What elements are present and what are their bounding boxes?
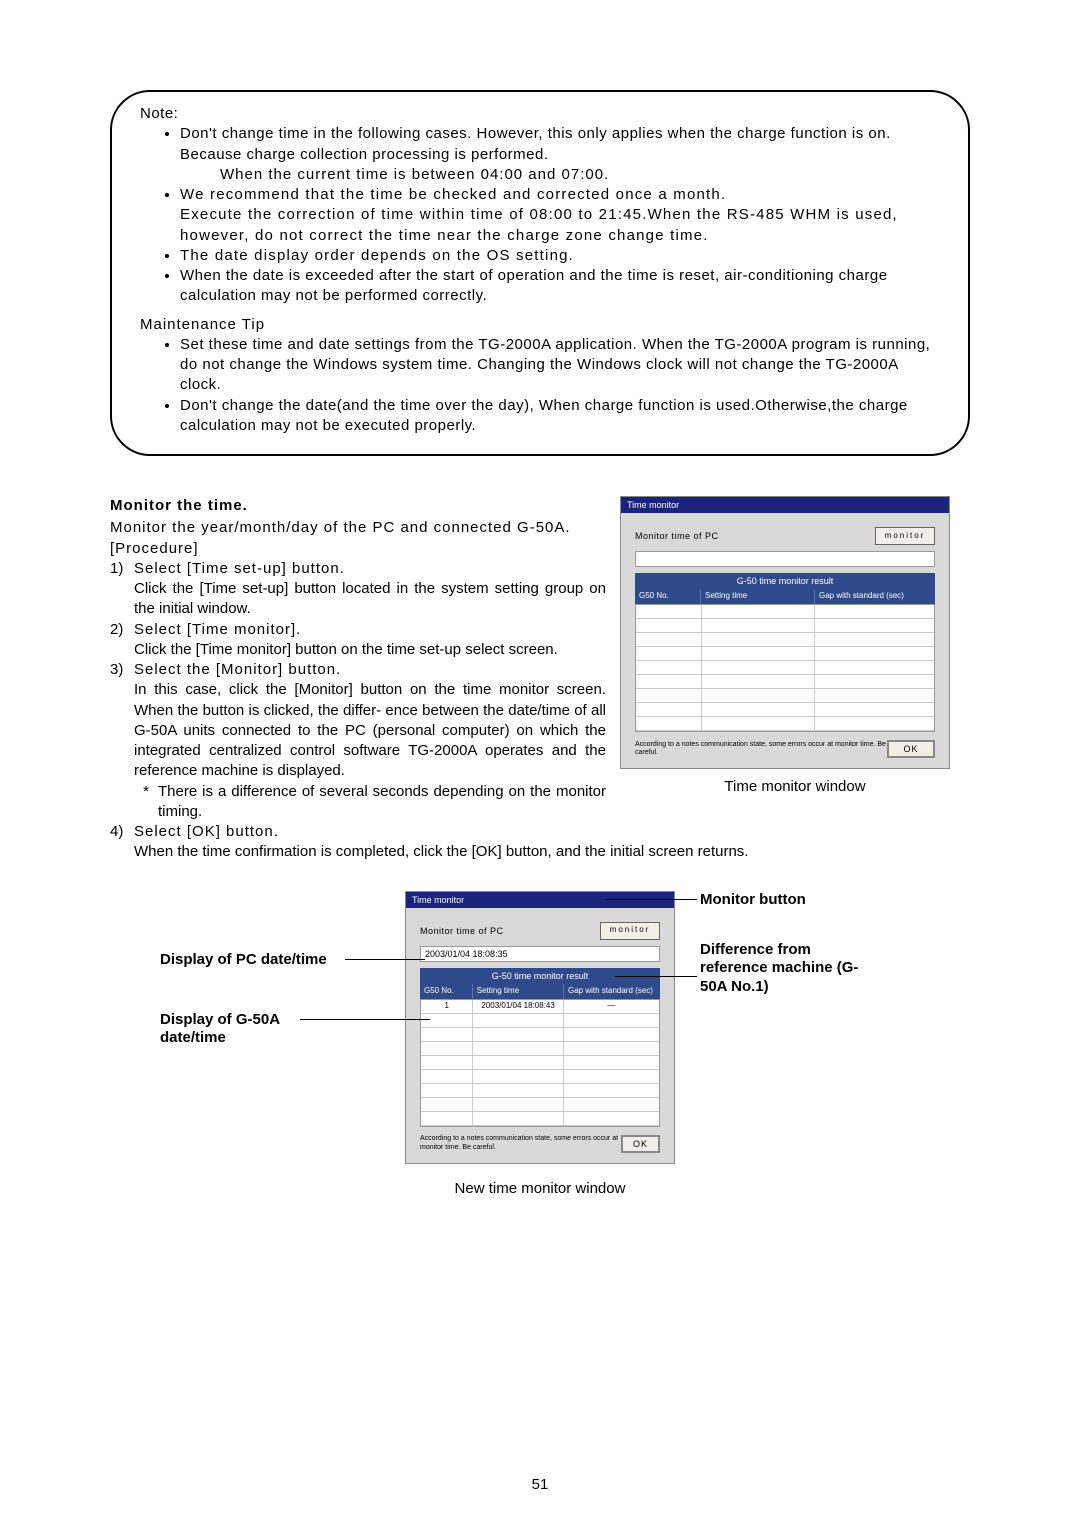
- table-row: [421, 1070, 659, 1084]
- step-3-note: * There is a difference of several secon…: [110, 782, 606, 823]
- note-bullet: Don't change time in the following cases…: [180, 124, 940, 165]
- time-monitor-window-2: Time monitor Monitor time of PC monitor …: [405, 891, 675, 1164]
- table-body: 1 2003/01/04 18:08:43 —: [420, 999, 660, 1127]
- annotation-g50-datetime: Display of G-50A date/time: [160, 1011, 320, 1049]
- tip-bullet: Don't change the date(and the time over …: [180, 396, 940, 437]
- ok-button[interactable]: OK: [887, 740, 935, 758]
- tip-bullet: Set these time and date settings from th…: [180, 335, 940, 396]
- tip-list: Set these time and date settings from th…: [140, 335, 940, 436]
- leader-line: [615, 976, 697, 977]
- window-title: Time monitor: [621, 497, 949, 513]
- note-sub-line: When the current time is between 04:00 a…: [140, 165, 940, 185]
- table-row: 1 2003/01/04 18:08:43 —: [421, 1000, 659, 1014]
- leader-line: [300, 1019, 430, 1020]
- annotation-monitor-button: Monitor button: [700, 891, 806, 910]
- table-row: [636, 703, 934, 717]
- annotated-figure: Time monitor Monitor time of PC monitor …: [160, 891, 920, 1241]
- table-row: [421, 1028, 659, 1042]
- step-2: 2) Select [Time monitor]. Click the [Tim…: [110, 620, 606, 661]
- panel-header: G-50 time monitor result: [635, 573, 935, 589]
- leader-line: [345, 959, 425, 960]
- figure-caption: New time monitor window: [405, 1179, 675, 1199]
- table-row: [636, 717, 934, 731]
- table-row: [421, 1042, 659, 1056]
- table-row: [636, 661, 934, 675]
- table-row: [636, 647, 934, 661]
- section-heading: Monitor the time.: [110, 496, 606, 516]
- note-bullet: We recommend that the time be checked an…: [180, 185, 940, 246]
- page-number: 51: [0, 1475, 1080, 1495]
- monitor-button[interactable]: monitor: [600, 922, 660, 940]
- pc-time-value: 2003/01/04 18:08:35: [420, 946, 660, 962]
- table-row: [636, 605, 934, 619]
- table-row: [421, 1112, 659, 1126]
- footer-note: According to a notes communication state…: [420, 1135, 621, 1152]
- annotation-pc-datetime: Display of PC date/time: [160, 951, 327, 970]
- table-row: [636, 675, 934, 689]
- note-title: Note:: [140, 104, 940, 124]
- table-header: G50 No. Setting time Gap with standard (…: [420, 984, 660, 999]
- note-bullet: The date display order depends on the OS…: [180, 246, 940, 266]
- intro-line-2: [Procedure]: [110, 539, 606, 559]
- table-row: [636, 633, 934, 647]
- pc-time-value: [635, 551, 935, 567]
- note-list-2: We recommend that the time be checked an…: [140, 185, 940, 307]
- tip-title: Maintenance Tip: [140, 315, 940, 335]
- time-monitor-window-1: Time monitor Monitor time of PC monitor …: [620, 496, 950, 769]
- pc-time-label: Monitor time of PC: [635, 530, 719, 542]
- figure-caption: Time monitor window: [620, 777, 970, 797]
- ok-button[interactable]: OK: [621, 1135, 660, 1153]
- table-row: [636, 619, 934, 633]
- table-row: [421, 1084, 659, 1098]
- step-1: 1) Select [Time set-up] button. Click th…: [110, 559, 606, 620]
- table-row: [421, 1056, 659, 1070]
- leader-line: [605, 899, 697, 900]
- intro-line-1: Monitor the year/month/day of the PC and…: [110, 518, 606, 538]
- window-title: Time monitor: [406, 892, 674, 908]
- table-row: [421, 1014, 659, 1028]
- note-list: Don't change time in the following cases…: [140, 124, 940, 165]
- table-body: [635, 604, 935, 732]
- pc-time-label: Monitor time of PC: [420, 925, 504, 937]
- table-row: [421, 1098, 659, 1112]
- step-4: 4) Select [OK] button. When the time con…: [110, 822, 970, 863]
- table-row: [636, 689, 934, 703]
- table-header: G50 No. Setting time Gap with standard (…: [635, 589, 935, 604]
- annotation-difference: Difference from reference machine (G-50A…: [700, 941, 880, 997]
- footer-note: According to a notes communication state…: [635, 741, 887, 758]
- note-bullet: When the date is exceeded after the star…: [180, 266, 940, 307]
- monitor-button[interactable]: monitor: [875, 527, 935, 545]
- note-box: Note: Don't change time in the following…: [110, 90, 970, 456]
- step-3: 3) Select the [Monitor] button. In this …: [110, 660, 606, 782]
